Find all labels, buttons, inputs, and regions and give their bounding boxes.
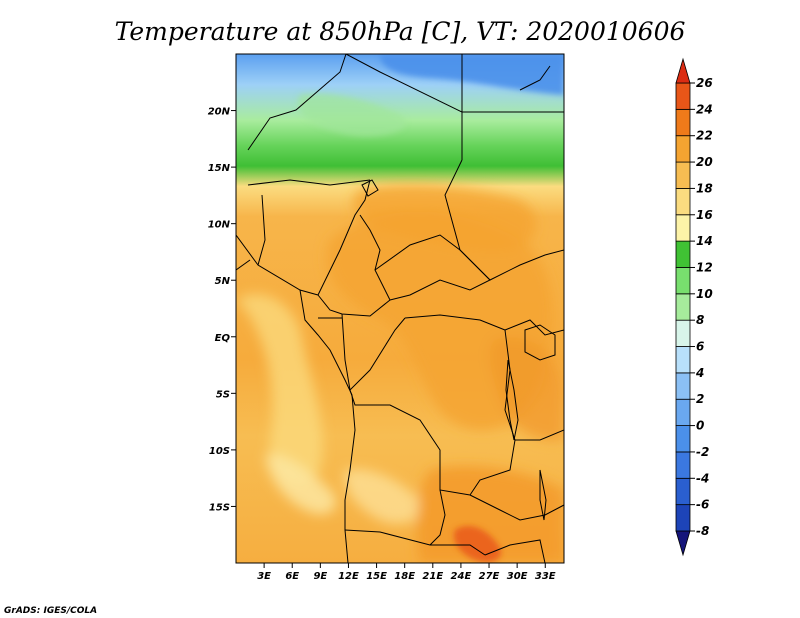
colorbar-tick-label: -6 <box>696 498 709 512</box>
field-cool-angola <box>265 454 337 515</box>
x-tick-label: 12E <box>338 571 359 582</box>
border-zambia-mozambique <box>469 494 564 521</box>
border-tanzania <box>515 429 564 441</box>
y-tick-label: 10N <box>208 220 231 231</box>
temperature-field <box>236 54 564 563</box>
colorbar-swatch <box>675 293 691 321</box>
colorbar-tick-label: 24 <box>696 102 713 116</box>
colorbar-tick-label: 0 <box>696 419 704 433</box>
colorbar-tick-label: 16 <box>696 208 713 222</box>
colorbar-swatch <box>675 108 691 137</box>
colorbar-swatch <box>675 398 691 426</box>
y-tick-label: 15S <box>209 502 230 513</box>
country-borders <box>236 54 564 563</box>
colorbar-tick-label: 20 <box>696 155 713 169</box>
x-tick-label: 18E <box>394 571 415 582</box>
colorbar-tick-label: -8 <box>696 524 709 538</box>
border-kenya-uganda <box>504 319 564 336</box>
y-tick-label: 10S <box>209 446 230 457</box>
colorbar-swatch <box>675 425 691 453</box>
colorbar-swatch <box>675 240 691 268</box>
border-benin <box>257 194 266 266</box>
border-niger-chad <box>247 54 347 151</box>
x-tick-label: 15E <box>366 571 387 582</box>
colorbar-swatch <box>675 188 691 216</box>
map-frame <box>235 53 565 564</box>
colorbar-swatch <box>675 161 691 189</box>
coast-red-sea <box>519 65 551 91</box>
y-tick-label: 5N <box>215 276 231 287</box>
x-tick-label: 33E <box>535 571 556 582</box>
field-warm-north <box>352 184 537 251</box>
colorbar-upper-triangle <box>675 57 691 84</box>
field-cool-southwest <box>344 469 422 524</box>
border-namibia <box>344 529 486 556</box>
field-cool-north-green <box>298 93 406 137</box>
colorbar-tick-label: 22 <box>696 129 713 143</box>
colorbar-swatch <box>675 451 691 479</box>
lake-chad <box>361 179 379 197</box>
colorbar-swatch <box>675 82 691 110</box>
colorbar-swatch <box>675 214 691 242</box>
x-tick-label: 3E <box>257 571 271 582</box>
colorbar-swatch <box>675 477 691 506</box>
field-cold-northeast <box>380 54 564 95</box>
border-nigeria <box>236 179 371 296</box>
credit-label: GrADS: IGES/COLA <box>4 606 97 616</box>
colorbar-tick-label: 18 <box>696 181 713 195</box>
colorbar-tick-label: 8 <box>696 313 704 327</box>
field-warm-southeast <box>417 466 564 563</box>
colorbar-swatch <box>675 267 691 295</box>
x-tick-label: 21E <box>422 571 443 582</box>
border-chad-libya <box>345 54 463 160</box>
y-tick-label: EQ <box>215 333 231 344</box>
border-sudan-ethiopia <box>489 249 564 281</box>
colorbar-tick-label: 26 <box>696 76 713 90</box>
border-west-nigeria <box>236 259 251 271</box>
colorbar-tick-label: -2 <box>696 445 709 459</box>
colorbar-lower-triangle <box>675 530 691 557</box>
colorbar-tick-label: 6 <box>696 340 704 354</box>
x-tick-label: 30E <box>507 571 528 582</box>
colorbar-tick-label: 4 <box>695 366 704 380</box>
colorbar-swatch <box>675 372 691 400</box>
colorbar-tick-label: -4 <box>696 471 709 485</box>
lake-tanganyika <box>505 359 519 441</box>
x-tick-label: 9E <box>313 571 327 582</box>
colorbar-tick-label: 14 <box>696 234 713 248</box>
colorbar-tick-label: 12 <box>696 260 713 274</box>
x-tick-label: 27E <box>479 571 500 582</box>
border-zimbabwe <box>484 539 546 563</box>
colorbar-swatch <box>675 135 691 163</box>
colorbar-swatch <box>675 346 691 374</box>
border-niger-nigeria <box>247 179 371 186</box>
lake-victoria <box>524 324 556 361</box>
chart-title: Temperature at 850hPa [C], VT: 202001060… <box>115 17 686 46</box>
border-congo <box>341 313 406 392</box>
axes: 3E 6E 9E 12E 15E 18E 21E 24E 27E 30E 33E 20N 15N 10N 5… <box>208 107 556 582</box>
x-tick-label: 6E <box>285 571 299 582</box>
lake-malawi <box>539 469 547 521</box>
x-tick-label: 24E <box>451 571 472 582</box>
border-angola-zambia <box>429 489 446 546</box>
y-tick-label: 20N <box>208 107 231 118</box>
y-tick-label: 5S <box>216 389 230 400</box>
colorbar-swatch <box>675 504 691 532</box>
colorbar-swatch <box>675 319 691 347</box>
colorbar-tick-label: 10 <box>696 287 713 301</box>
field-cool-atlantic <box>236 294 323 485</box>
y-tick-label: 15N <box>208 163 231 174</box>
coastline-atlantic <box>299 289 356 563</box>
border-drc-north <box>404 314 506 331</box>
colorbar-tick-label: 2 <box>696 392 704 406</box>
